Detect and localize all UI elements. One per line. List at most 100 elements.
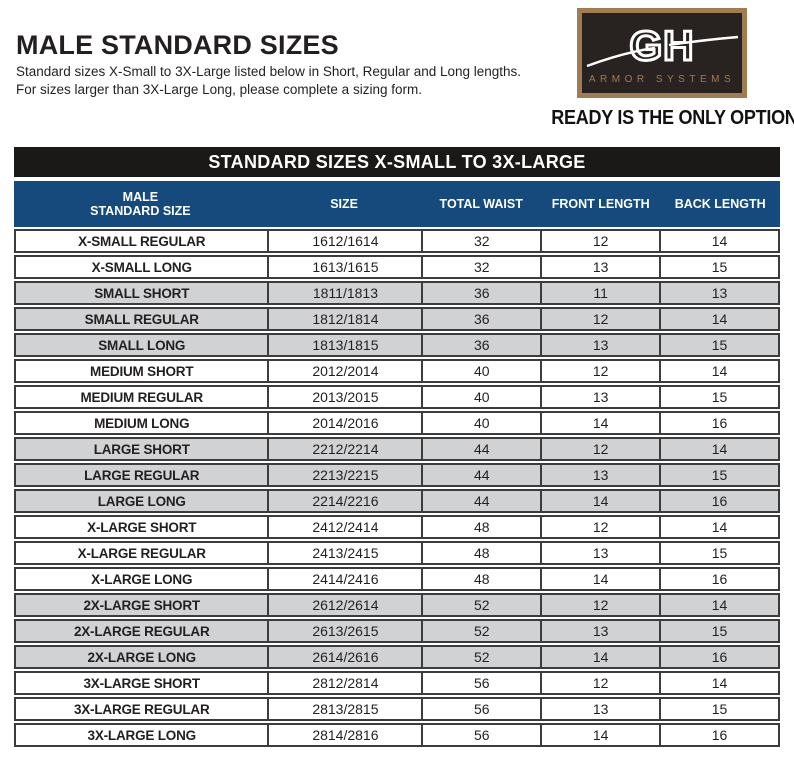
cell-standard-size: X-SMALL REGULAR: [78, 233, 206, 249]
cell-back-length: 15: [659, 257, 778, 277]
cell-size-code: 2414/2416: [267, 569, 421, 589]
cell-standard-size: MEDIUM LONG: [94, 415, 190, 431]
table-row: SMALL REGULAR 1812/1814 36 12 14: [14, 307, 780, 331]
cell-back-length: 14: [659, 517, 778, 537]
table-row: MEDIUM LONG 2014/2016 40 14 16: [14, 411, 780, 435]
cell-total-waist: 56: [421, 725, 540, 745]
logo-name: ARMOR SYSTEMS: [589, 74, 735, 85]
cell-back-length: 16: [659, 725, 778, 745]
cell-standard-size: LARGE REGULAR: [84, 467, 200, 483]
brand-tagline: READY IS THE ONLY OPTION.: [551, 107, 794, 129]
brand-block: GH ARMOR SYSTEMS READY IS THE ONLY OPTIO…: [539, 8, 794, 130]
column-header-standard-size: MALE STANDARD SIZE: [90, 190, 191, 218]
cell-total-waist: 40: [421, 413, 540, 433]
cell-total-waist: 36: [421, 309, 540, 329]
cell-standard-size: 3X-LARGE SHORT: [83, 675, 200, 691]
cell-front-length: 12: [540, 595, 659, 615]
cell-total-waist: 52: [421, 647, 540, 667]
cell-back-length: 16: [659, 491, 778, 511]
page-title: MALE STANDARD SIZES: [16, 30, 339, 60]
table-title-band: STANDARD SIZES X-SMALL TO 3X-LARGE: [14, 147, 780, 177]
cell-front-length: 14: [540, 413, 659, 433]
column-header-total-waist: TOTAL WAIST: [439, 197, 523, 211]
cell-standard-size: 2X-LARGE LONG: [87, 649, 197, 665]
cell-front-length: 14: [540, 491, 659, 511]
table-row: X-LARGE REGULAR 2413/2415 48 13 15: [14, 541, 780, 565]
table-row: X-LARGE LONG 2414/2416 48 14 16: [14, 567, 780, 591]
table-row: MEDIUM SHORT 2012/2014 40 12 14: [14, 359, 780, 383]
cell-total-waist: 48: [421, 543, 540, 563]
cell-back-length: 15: [659, 543, 778, 563]
subtitle-line-2: For sizes larger than 3X-Large Long, ple…: [16, 81, 422, 97]
cell-total-waist: 32: [421, 231, 540, 251]
cell-size-code: 2214/2216: [267, 491, 421, 511]
cell-standard-size: 3X-LARGE REGULAR: [73, 701, 210, 717]
cell-back-length: 15: [659, 621, 778, 641]
cell-back-length: 13: [659, 283, 778, 303]
cell-front-length: 12: [540, 309, 659, 329]
cell-back-length: 14: [659, 673, 778, 693]
cell-back-length: 14: [659, 439, 778, 459]
cell-size-code: 2812/2814: [267, 673, 421, 693]
cell-size-code: 2412/2414: [267, 517, 421, 537]
cell-back-length: 14: [659, 361, 778, 381]
table-row: LARGE LONG 2214/2216 44 14 16: [14, 489, 780, 513]
cell-front-length: 13: [540, 335, 659, 355]
cell-total-waist: 44: [421, 465, 540, 485]
cell-size-code: 1812/1814: [267, 309, 421, 329]
cell-back-length: 15: [659, 465, 778, 485]
cell-back-length: 15: [659, 335, 778, 355]
subtitle-line-1: Standard sizes X-Small to 3X-Large liste…: [16, 64, 522, 79]
table-row: LARGE REGULAR 2213/2215 44 13 15: [14, 463, 780, 487]
page-subtitle: Standard sizes X-Small to 3X-Large liste…: [16, 63, 521, 98]
cell-size-code: 1813/1815: [267, 335, 421, 355]
cell-standard-size: LARGE SHORT: [93, 441, 190, 457]
table-row: 2X-LARGE LONG 2614/2616 52 14 16: [14, 645, 780, 669]
cell-front-length: 14: [540, 569, 659, 589]
column-header-back-length: BACK LENGTH: [674, 197, 766, 211]
table-row: 2X-LARGE SHORT 2612/2614 52 12 14: [14, 593, 780, 617]
cell-front-length: 12: [540, 673, 659, 693]
gh-armor-logo: GH ARMOR SYSTEMS: [577, 8, 747, 98]
cell-back-length: 15: [659, 387, 778, 407]
cell-standard-size: LARGE LONG: [97, 493, 186, 509]
cell-total-waist: 44: [421, 491, 540, 511]
cell-back-length: 15: [659, 699, 778, 719]
cell-front-length: 13: [540, 257, 659, 277]
cell-size-code: 2813/2815: [267, 699, 421, 719]
document-header: MALE STANDARD SIZES Standard sizes X-Sma…: [0, 0, 794, 147]
cell-size-code: 2013/2015: [267, 387, 421, 407]
cell-back-length: 16: [659, 413, 778, 433]
cell-front-length: 14: [540, 647, 659, 667]
column-header-size: SIZE: [330, 197, 359, 211]
cell-front-length: 13: [540, 543, 659, 563]
table-row: SMALL SHORT 1811/1813 36 11 13: [14, 281, 780, 305]
cell-back-length: 14: [659, 309, 778, 329]
table-row: LARGE SHORT 2212/2214 44 12 14: [14, 437, 780, 461]
cell-front-length: 14: [540, 725, 659, 745]
cell-front-length: 12: [540, 361, 659, 381]
logo-panel: [582, 13, 742, 93]
cell-back-length: 14: [659, 595, 778, 615]
table-row: 2X-LARGE REGULAR 2613/2615 52 13 15: [14, 619, 780, 643]
cell-standard-size: X-LARGE LONG: [91, 571, 193, 587]
size-table-body: X-SMALL REGULAR 1612/1614 32 12 14 X-SMA…: [14, 229, 780, 747]
cell-total-waist: 32: [421, 257, 540, 277]
cell-standard-size: X-LARGE REGULAR: [77, 545, 206, 561]
cell-front-length: 12: [540, 231, 659, 251]
cell-standard-size: X-LARGE SHORT: [87, 519, 197, 535]
column-header-front-length: FRONT LENGTH: [551, 197, 650, 211]
cell-standard-size: SMALL REGULAR: [84, 311, 199, 327]
table-row: 3X-LARGE LONG 2814/2816 56 14 16: [14, 723, 780, 747]
cell-total-waist: 52: [421, 595, 540, 615]
cell-size-code: 2213/2215: [267, 465, 421, 485]
cell-standard-size: SMALL SHORT: [94, 285, 190, 301]
cell-standard-size: 3X-LARGE LONG: [87, 727, 197, 743]
cell-front-length: 13: [540, 699, 659, 719]
cell-standard-size: X-SMALL LONG: [91, 259, 192, 275]
cell-size-code: 2012/2014: [267, 361, 421, 381]
cell-front-length: 13: [540, 621, 659, 641]
cell-back-length: 14: [659, 231, 778, 251]
cell-size-code: 2413/2415: [267, 543, 421, 563]
cell-size-code: 2814/2816: [267, 725, 421, 745]
